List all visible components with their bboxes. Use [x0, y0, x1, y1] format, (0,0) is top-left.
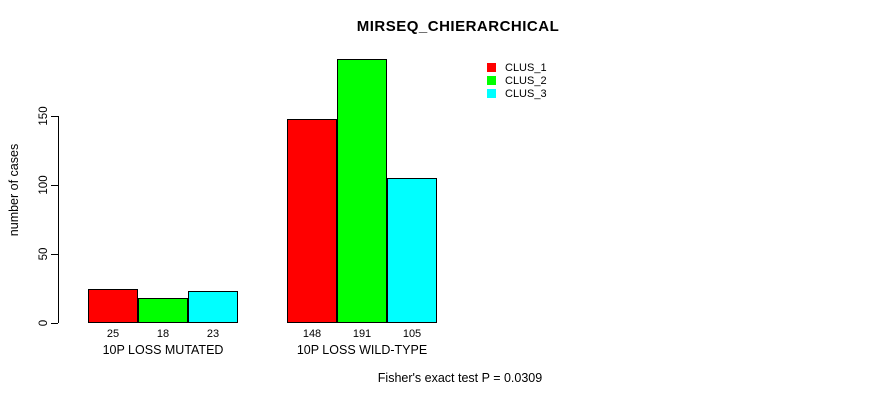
y-axis-tick — [51, 116, 58, 117]
bar-clus_2-group1 — [138, 298, 188, 323]
footnote-fishers-test: Fisher's exact test P = 0.0309 — [377, 371, 543, 385]
bar-clus_1-group1 — [88, 288, 138, 323]
bar-value-label: 191 — [352, 328, 372, 340]
bar-value-label: 105 — [402, 328, 422, 340]
legend-label: CLUS_1 — [505, 61, 547, 74]
y-axis-tick-label: 50 — [38, 247, 50, 261]
legend-color-swatch — [487, 63, 496, 72]
legend-item-clus_3: CLUS_3 — [487, 87, 547, 100]
legend-item-clus_2: CLUS_2 — [487, 74, 547, 87]
y-axis-tick — [51, 323, 58, 324]
y-axis-tick — [51, 254, 58, 255]
bar-clus_3-group1 — [188, 291, 238, 323]
bar-value-label: 25 — [106, 328, 120, 340]
legend-item-clus_1: CLUS_1 — [487, 61, 547, 74]
legend-color-swatch — [487, 76, 496, 85]
x-category-label: 10P LOSS MUTATED — [102, 343, 224, 357]
y-axis-tick-label: 100 — [38, 175, 50, 195]
bar-clus_2-group2 — [337, 59, 387, 323]
y-axis-tick — [51, 185, 58, 186]
bar-value-label: 23 — [206, 328, 220, 340]
y-axis-line — [58, 116, 59, 323]
x-category-label: 10P LOSS WILD-TYPE — [296, 343, 428, 357]
y-axis-tick-label: 0 — [38, 319, 50, 327]
legend-label: CLUS_2 — [505, 74, 547, 87]
bar-value-label: 18 — [156, 328, 170, 340]
y-axis-label: number of cases — [7, 143, 21, 237]
legend-color-swatch — [487, 89, 496, 98]
bar-clus_3-group2 — [387, 178, 437, 323]
legend-label: CLUS_3 — [505, 87, 547, 100]
bar-clus_1-group2 — [287, 118, 337, 323]
y-axis-tick-label: 150 — [38, 106, 50, 126]
chart-title: MIRSEQ_CHIERARCHICAL — [356, 18, 560, 35]
bar-value-label: 148 — [302, 328, 322, 340]
legend: CLUS_1 CLUS_2 CLUS_3 — [487, 61, 547, 100]
